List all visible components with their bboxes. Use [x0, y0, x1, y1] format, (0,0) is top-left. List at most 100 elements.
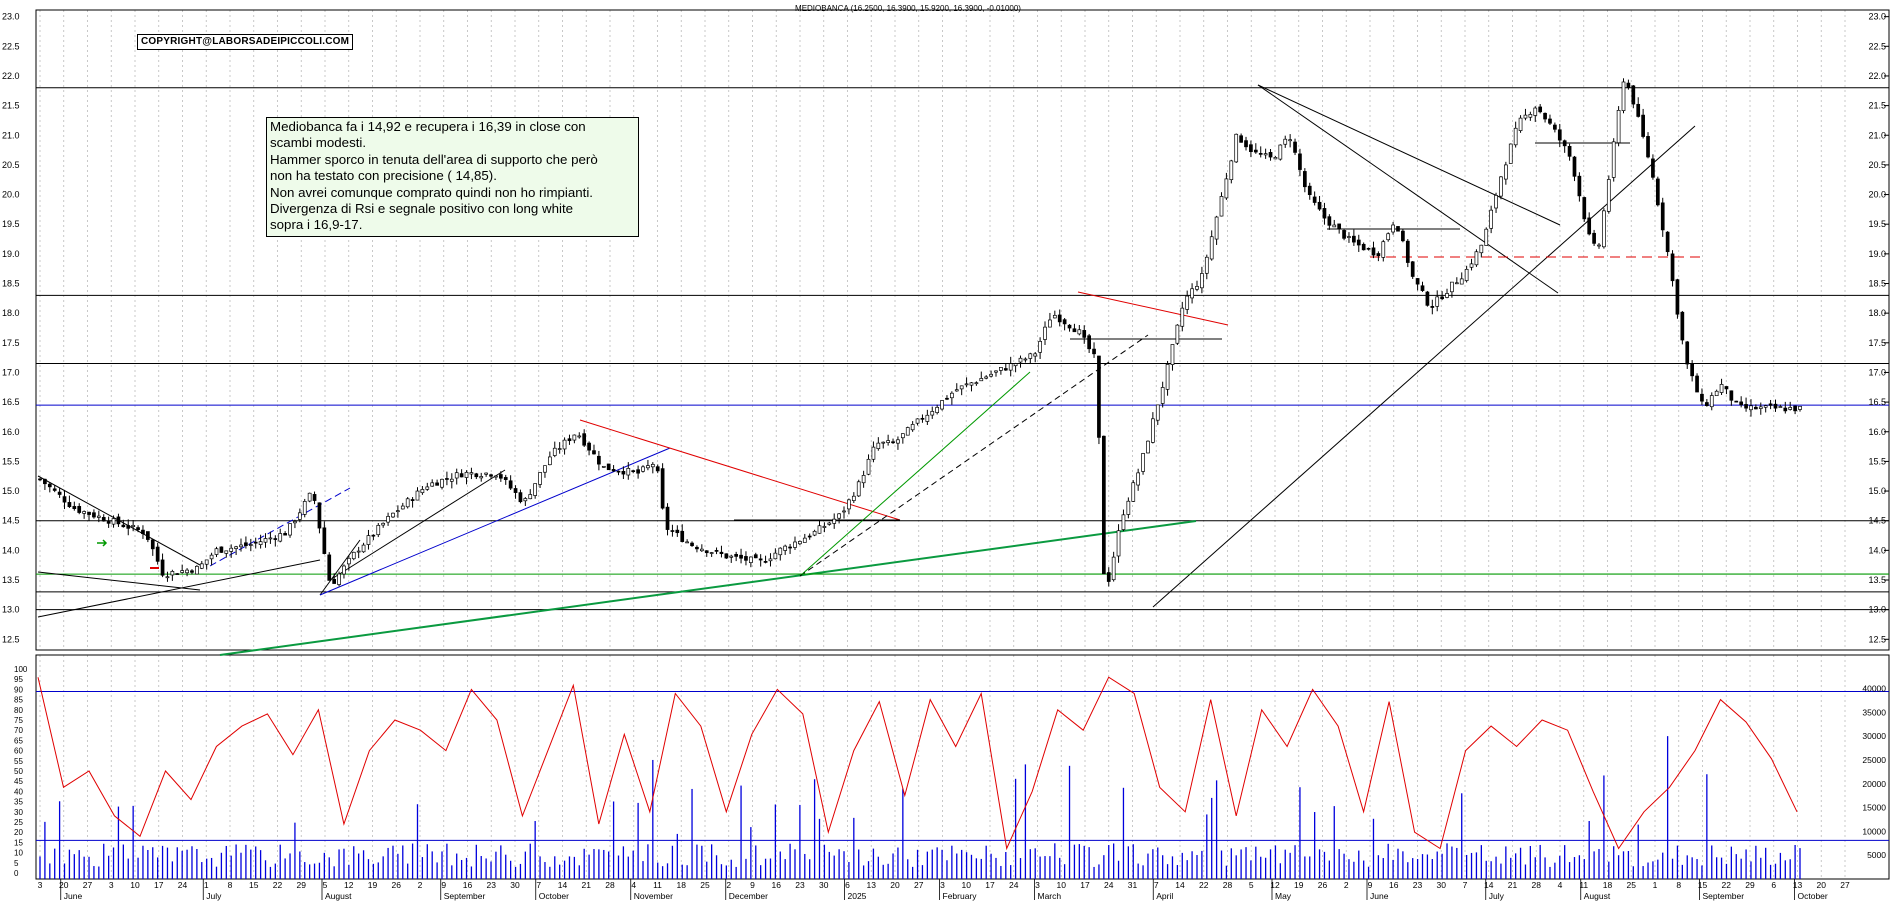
rsi-tick-label: 80: [14, 706, 23, 715]
candle-body: [685, 541, 689, 544]
candle-body: [425, 486, 430, 490]
candle-body: [690, 542, 694, 547]
candle-body: [709, 552, 714, 554]
candle-body: [543, 465, 547, 473]
candle-body: [1175, 324, 1180, 344]
candle-body: [1062, 319, 1067, 325]
candle-body: [1773, 403, 1778, 409]
candle-body: [538, 472, 542, 485]
candle-body: [175, 573, 180, 575]
candle-body: [837, 513, 841, 519]
price-tick-label-left: 18.0: [2, 308, 20, 318]
candle-body: [244, 542, 248, 546]
candle-body: [964, 383, 969, 386]
price-tick-label: 22.5: [1868, 41, 1886, 51]
date-tick-label: 10: [1057, 880, 1067, 890]
candle-body: [1018, 357, 1023, 363]
rsi-tick-label: 10: [14, 849, 23, 858]
month-label: March: [1038, 891, 1062, 901]
candle-body: [1253, 149, 1258, 153]
candle-body: [1606, 179, 1611, 212]
candle-body: [1258, 153, 1263, 155]
candle-body: [381, 522, 386, 526]
candle-body: [1410, 261, 1415, 277]
candle-body: [1008, 363, 1013, 371]
price-tick-label: 13.5: [1868, 575, 1886, 585]
candle-body: [180, 570, 185, 573]
candle-body: [1332, 224, 1337, 228]
candle-body: [106, 521, 111, 524]
candle-body: [322, 527, 327, 554]
rsi-volume-panel-frame: [35, 654, 1890, 880]
date-tick-label: 18: [1603, 880, 1613, 890]
candle-body: [1700, 393, 1704, 402]
candle-body: [62, 496, 67, 503]
date-tick-label: 6: [1771, 880, 1776, 890]
candle-body: [1141, 453, 1145, 472]
candle-body: [1768, 403, 1773, 406]
candle-body: [459, 473, 464, 478]
candle-body: [503, 477, 508, 480]
candle-body: [974, 382, 979, 385]
candle-body: [1204, 256, 1209, 274]
candle-body: [891, 441, 895, 444]
price-tick-label: 13.0: [1868, 605, 1886, 615]
candle-body: [1180, 307, 1185, 327]
candle-body: [263, 538, 268, 543]
candle-body: [714, 550, 719, 552]
note-line: non ha testato con precisione ( 14,85).: [270, 168, 497, 184]
candle-body: [1366, 247, 1371, 250]
candle-body: [1165, 364, 1170, 390]
candle-body: [366, 535, 371, 545]
candle-body: [1224, 178, 1229, 199]
candle-body: [827, 522, 832, 525]
candle-body: [641, 466, 645, 472]
rsi-reference-lines: [36, 690, 1889, 841]
candle-body: [1518, 117, 1523, 131]
candle-body: [915, 418, 920, 424]
candle-body: [866, 458, 871, 475]
candle-body: [440, 478, 444, 488]
candle-body: [1479, 244, 1484, 254]
candle-body: [636, 469, 640, 474]
candle-body: [670, 530, 675, 532]
candle-body: [146, 531, 150, 540]
candle-body: [1621, 81, 1626, 111]
candle-body: [1146, 440, 1150, 454]
candle-body: [802, 537, 807, 543]
candle-body: [699, 548, 704, 552]
candle-body: [317, 502, 322, 529]
note-line: Divergenza di Rsi e segnale positivo con…: [270, 201, 574, 217]
candle-body: [1067, 324, 1072, 329]
candle-body: [847, 499, 851, 510]
candle-body: [577, 435, 582, 438]
candle-body: [552, 447, 557, 456]
candle-body: [1131, 482, 1136, 502]
candle-body: [1631, 85, 1636, 105]
candle-body: [469, 472, 474, 475]
rsi-tick-label: 25: [14, 818, 23, 827]
date-tick-label: 29: [1745, 880, 1755, 890]
price-tick-label-left: 21.0: [2, 130, 20, 140]
date-tick-label: 1: [1653, 880, 1658, 890]
candle-body: [1013, 363, 1018, 367]
candle-body: [994, 370, 998, 373]
candle-body: [1729, 390, 1734, 401]
price-tick-label-left: 19.5: [2, 219, 20, 229]
candle-body: [1405, 240, 1410, 263]
candle-body: [739, 554, 743, 559]
candle-body: [734, 554, 739, 557]
date-tick-label: 31: [1128, 880, 1138, 890]
date-tick-label: 10: [130, 880, 140, 890]
date-tick-label: 30: [510, 880, 520, 890]
candle-body: [1445, 293, 1449, 298]
candle-body: [111, 518, 116, 525]
candle-body: [832, 518, 837, 524]
price-tick-label: 14.5: [1868, 516, 1886, 526]
candle-body: [1048, 319, 1052, 328]
candle-body: [1783, 407, 1788, 412]
candle-body: [1229, 160, 1234, 180]
candle-body: [449, 478, 454, 482]
